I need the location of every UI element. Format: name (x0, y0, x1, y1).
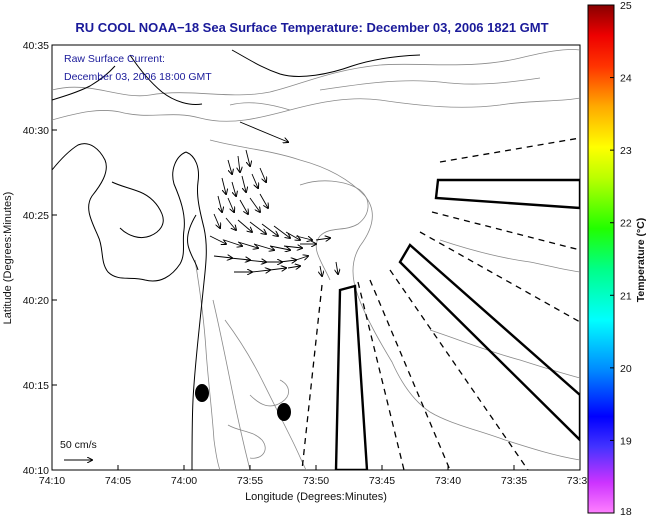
y-tick-label: 40:15 (23, 380, 49, 392)
station-marker (277, 403, 291, 421)
x-axis-ticks: 74:10 74:05 74:00 73:55 73:50 73:45 73:40 73:35… (39, 465, 588, 487)
annotation-line-1: Raw Surface Current: (64, 53, 165, 65)
x-tick-label: 73:3 (567, 475, 588, 487)
x-tick-label: 73:55 (237, 475, 263, 487)
x-tick-label: 73:45 (369, 475, 395, 487)
x-tick-label: 74:05 (105, 475, 131, 487)
colorbar-tick-label: 18 (620, 506, 632, 518)
x-axis-label: Longitude (Degrees:Minutes) (245, 491, 387, 503)
x-tick-label: 73:35 (501, 475, 527, 487)
y-tick-label: 40:10 (23, 465, 49, 477)
x-tick-label: 73:40 (435, 475, 461, 487)
colorbar: 25 24 23 22 21 20 19 18 Temperature (°C) (587, 0, 647, 518)
station-marker (195, 384, 209, 402)
temperature-contours (52, 49, 580, 470)
y-tick-label: 40:20 (23, 295, 49, 307)
scale-label: 50 cm/s (60, 439, 97, 451)
current-vectors (209, 121, 338, 276)
colorbar-tick-label: 23 (620, 145, 632, 157)
x-tick-label: 74:00 (171, 475, 197, 487)
y-tick-label: 40:35 (23, 40, 49, 52)
map-area: Raw Surface Current: December 03, 2006 1… (51, 44, 581, 471)
map-title: RU COOL NOAA−18 Sea Surface Temperature:… (75, 20, 548, 35)
colorbar-ticks: 25 24 23 22 21 20 19 18 (610, 0, 632, 518)
colorbar-gradient (587, 4, 615, 514)
coastline (52, 49, 421, 470)
y-axis-label: Latitude (Degrees:Minutes) (2, 192, 14, 325)
radial-dashed-lines (301, 137, 580, 470)
y-tick-label: 40:25 (23, 210, 49, 222)
y-tick-label: 40:30 (23, 125, 49, 137)
colorbar-tick-label: 21 (620, 290, 632, 302)
colorbar-tick-label: 25 (620, 0, 632, 12)
x-tick-label: 73:50 (303, 475, 329, 487)
y-axis-ticks: 40:35 40:30 40:25 40:20 40:15 40:10 (23, 40, 57, 477)
colorbar-label: Temperature (°C) (635, 218, 647, 303)
colorbar-tick-label: 20 (620, 363, 632, 375)
map-frame (51, 44, 581, 471)
x-tick-label: 74:10 (39, 475, 65, 487)
annotation-line-2: December 03, 2006 18:00 GMT (64, 71, 212, 83)
colorbar-tick-label: 19 (620, 435, 632, 447)
radar-beam-outlines (334, 178, 580, 470)
colorbar-tick-label: 24 (620, 73, 632, 85)
colorbar-tick-label: 22 (620, 218, 632, 230)
